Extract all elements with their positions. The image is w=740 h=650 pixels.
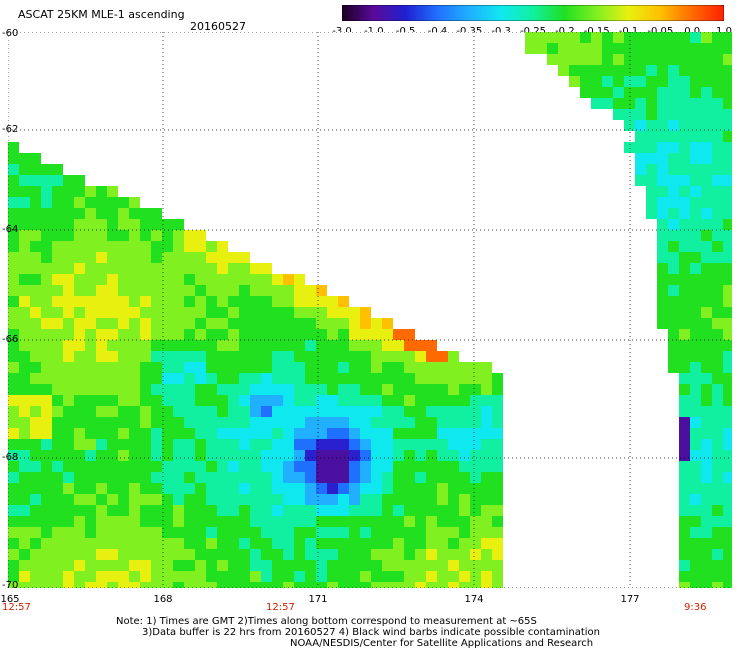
map-plot: [8, 32, 732, 588]
wind-field: [8, 32, 732, 588]
note-line-3: NOAA/NESDIS/Center for Satellite Applica…: [290, 638, 594, 649]
colorbar-tick-label: -0.4: [427, 26, 448, 37]
colorbar-tick-label: 0.0: [684, 26, 701, 37]
lon-label: 168: [153, 594, 173, 605]
time-label: 12:57: [266, 602, 295, 613]
time-label: 12:57: [2, 602, 31, 613]
colorbar-tick-label: -0.1: [618, 26, 639, 37]
lon-label: 177: [620, 594, 640, 605]
lat-label: -68: [2, 452, 19, 463]
colorbar-tick-label: -0.25: [520, 26, 546, 37]
lat-lon-grid: [8, 32, 732, 588]
colorbar-tick-label: 1.0: [716, 26, 732, 37]
map-title: ASCAT 25KM MLE-1 ascending: [18, 8, 185, 21]
map-date: 20160527: [190, 20, 246, 33]
colorbar-tick-label: -0.5: [395, 26, 416, 37]
colorbar-tick-label: -1.0: [364, 26, 384, 37]
note-line-2: 3)Data buffer is 22 hrs from 20160527 4)…: [142, 627, 600, 638]
lon-label: 165: [0, 594, 20, 605]
time-label: 9:36: [684, 602, 707, 613]
lat-label: -64: [2, 224, 19, 235]
lon-label: 174: [464, 594, 484, 605]
lat-label: -62: [2, 124, 19, 135]
lat-label: -60: [2, 28, 19, 39]
lat-label: -66: [2, 334, 19, 345]
colorbar-tick-label: -3.0: [332, 26, 352, 37]
colorbar-tick-label: -0.05: [647, 26, 674, 37]
lat-label: -70: [2, 580, 19, 591]
lon-label: 171: [308, 594, 328, 605]
note-line-1: Note: 1) Times are GMT 2)Times along bot…: [116, 616, 537, 627]
colorbar-tick-label: -0.35: [456, 26, 483, 37]
colorbar-tick-label: -0.2: [555, 26, 575, 37]
colorbar-gradient: [342, 5, 724, 21]
colorbar-tick-label: -0.3: [491, 26, 511, 37]
colorbar: [342, 5, 724, 21]
colorbar-tick-label: -0.15: [583, 26, 610, 37]
